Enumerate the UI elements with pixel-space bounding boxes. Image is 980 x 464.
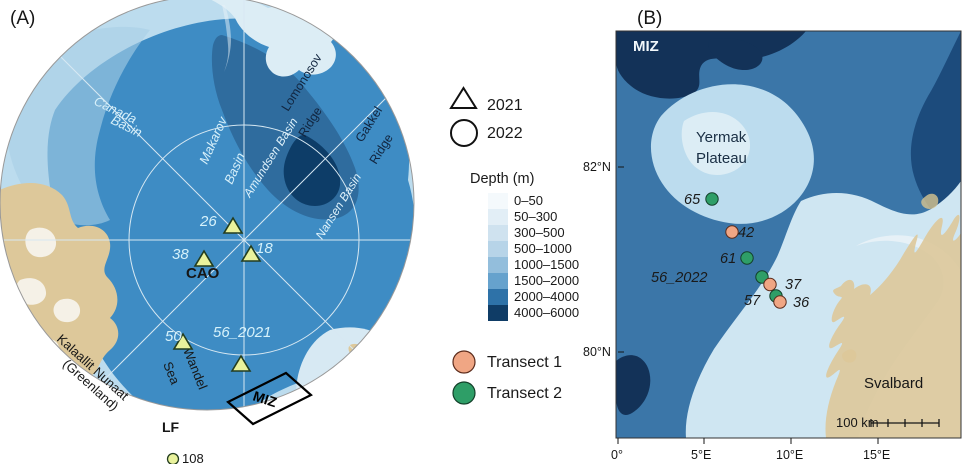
svg-text:42: 42 xyxy=(738,225,754,241)
svg-text:Svalbard: Svalbard xyxy=(864,375,923,392)
svg-text:Plateau: Plateau xyxy=(696,150,747,167)
svg-text:2022: 2022 xyxy=(487,125,523,142)
svg-text:56_2021: 56_2021 xyxy=(213,324,271,341)
svg-text:57: 57 xyxy=(744,293,761,309)
svg-text:100 km: 100 km xyxy=(836,415,879,430)
svg-text:CAO: CAO xyxy=(186,265,220,282)
svg-text:65: 65 xyxy=(684,192,701,208)
svg-text:80°N: 80°N xyxy=(583,345,611,359)
svg-text:18: 18 xyxy=(256,240,273,257)
svg-text:108: 108 xyxy=(182,451,204,464)
svg-text:MIZ: MIZ xyxy=(633,38,659,55)
svg-text:36: 36 xyxy=(793,295,810,311)
svg-text:61: 61 xyxy=(720,251,736,267)
svg-text:5°E: 5°E xyxy=(691,448,711,462)
svg-text:500–1000: 500–1000 xyxy=(514,241,572,256)
svg-text:Depth (m): Depth (m) xyxy=(470,171,534,187)
svg-text:0–50: 0–50 xyxy=(514,193,543,208)
svg-text:38: 38 xyxy=(172,246,189,263)
svg-text:Transect 2: Transect 2 xyxy=(487,385,562,402)
svg-text:2000–4000: 2000–4000 xyxy=(514,289,579,304)
svg-text:50–300: 50–300 xyxy=(514,209,557,224)
svg-text:LF: LF xyxy=(162,419,180,435)
svg-text:26: 26 xyxy=(199,213,217,230)
svg-text:82°N: 82°N xyxy=(583,160,611,174)
svg-text:1000–1500: 1000–1500 xyxy=(514,257,579,272)
svg-text:0°: 0° xyxy=(611,448,623,462)
svg-text:Transect 1: Transect 1 xyxy=(487,354,562,371)
svg-text:Yermak: Yermak xyxy=(696,129,747,146)
svg-text:56_2022: 56_2022 xyxy=(651,270,707,286)
svg-text:37: 37 xyxy=(785,277,802,293)
svg-text:1500–2000: 1500–2000 xyxy=(514,273,579,288)
svg-text:300–500: 300–500 xyxy=(514,225,565,240)
svg-text:15°E: 15°E xyxy=(863,448,890,462)
svg-text:2021: 2021 xyxy=(487,97,523,114)
svg-text:4000–6000: 4000–6000 xyxy=(514,305,579,320)
svg-text:10°E: 10°E xyxy=(776,448,803,462)
svg-text:50: 50 xyxy=(165,328,182,345)
